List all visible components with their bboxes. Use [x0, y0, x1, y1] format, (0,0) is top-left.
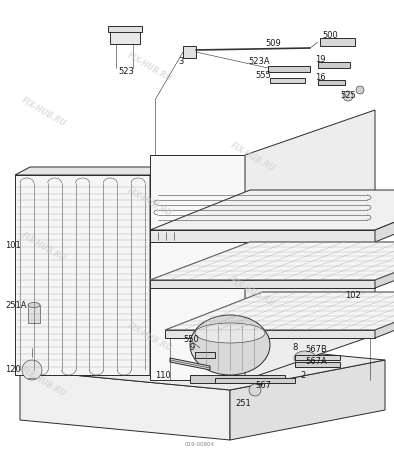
Polygon shape — [318, 80, 345, 85]
Text: FIX-HUB.RU: FIX-HUB.RU — [126, 51, 174, 84]
Polygon shape — [150, 155, 245, 380]
Polygon shape — [215, 378, 295, 383]
Text: FIX-HUB.RU: FIX-HUB.RU — [229, 276, 276, 309]
Polygon shape — [165, 330, 375, 338]
Text: 251A: 251A — [5, 301, 26, 310]
Polygon shape — [165, 292, 394, 330]
Polygon shape — [183, 46, 196, 58]
Text: 555: 555 — [255, 72, 271, 81]
Polygon shape — [318, 62, 350, 68]
Polygon shape — [268, 66, 310, 72]
Text: FIX-HUB.RU: FIX-HUB.RU — [20, 366, 67, 399]
Circle shape — [343, 91, 353, 101]
Text: 251: 251 — [235, 400, 251, 409]
Polygon shape — [195, 352, 215, 358]
Polygon shape — [375, 242, 394, 288]
Text: 523: 523 — [118, 68, 134, 76]
Polygon shape — [190, 375, 285, 383]
Text: 567: 567 — [255, 382, 271, 391]
Ellipse shape — [190, 315, 270, 375]
Text: 19: 19 — [315, 55, 325, 64]
Text: FIX-HUB.RU: FIX-HUB.RU — [126, 186, 174, 219]
Circle shape — [356, 86, 364, 94]
Text: FIX-HUB.RU: FIX-HUB.RU — [126, 321, 174, 354]
Text: 567B: 567B — [305, 346, 327, 355]
Text: 500: 500 — [322, 31, 338, 40]
Ellipse shape — [28, 302, 40, 307]
Circle shape — [249, 384, 261, 396]
Polygon shape — [270, 78, 305, 83]
Circle shape — [22, 360, 42, 380]
Text: 9: 9 — [190, 343, 195, 352]
Polygon shape — [110, 30, 140, 44]
Polygon shape — [150, 280, 375, 288]
Text: 101: 101 — [5, 240, 21, 249]
Polygon shape — [20, 340, 385, 390]
Text: 8: 8 — [292, 343, 297, 352]
Polygon shape — [295, 362, 340, 367]
Bar — [28, 305, 40, 323]
Polygon shape — [245, 110, 375, 380]
Text: FIX-HUB.RU: FIX-HUB.RU — [20, 96, 67, 129]
Text: 3: 3 — [178, 58, 183, 67]
Text: 567A: 567A — [305, 357, 327, 366]
Polygon shape — [150, 167, 165, 375]
Polygon shape — [150, 230, 375, 242]
Text: 525: 525 — [340, 90, 356, 99]
Text: 102: 102 — [345, 291, 361, 300]
Polygon shape — [15, 167, 165, 175]
Text: 110: 110 — [155, 370, 171, 379]
Polygon shape — [170, 358, 210, 370]
Text: 509: 509 — [265, 40, 281, 49]
Polygon shape — [108, 26, 142, 32]
Text: FIX-HUB.RU: FIX-HUB.RU — [229, 141, 276, 174]
Text: 019-00804: 019-00804 — [185, 441, 215, 446]
Text: FIX-HUB.RU: FIX-HUB.RU — [20, 231, 67, 264]
Polygon shape — [150, 242, 394, 280]
Text: 550: 550 — [183, 336, 199, 345]
Polygon shape — [150, 190, 394, 230]
Polygon shape — [20, 370, 230, 440]
Text: 2: 2 — [300, 370, 305, 379]
Ellipse shape — [195, 323, 265, 343]
Text: 523A: 523A — [248, 58, 269, 67]
Polygon shape — [375, 190, 394, 242]
Polygon shape — [295, 355, 340, 360]
Text: 16: 16 — [315, 73, 325, 82]
Polygon shape — [320, 38, 355, 46]
Text: 120: 120 — [5, 365, 21, 374]
Polygon shape — [375, 292, 394, 338]
Polygon shape — [15, 175, 150, 375]
Polygon shape — [230, 360, 385, 440]
Ellipse shape — [294, 351, 316, 365]
